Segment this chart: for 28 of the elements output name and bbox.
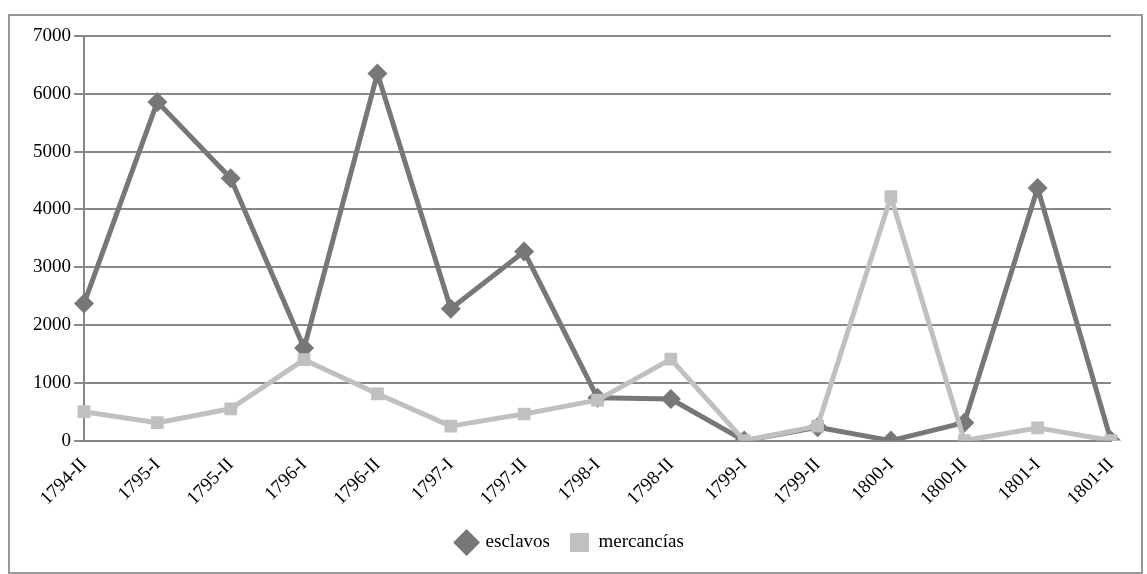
y-tick-label: 4000: [33, 197, 71, 219]
point: [74, 293, 94, 314]
y-tick-label: 6000: [33, 81, 71, 103]
point: [517, 407, 531, 421]
y-tick-label: 0: [61, 428, 71, 450]
y-tick-label: 7000: [33, 23, 71, 45]
point: [514, 241, 535, 262]
legend-label: esclavos: [485, 530, 550, 552]
y-tick-label: 3000: [33, 255, 71, 277]
point: [1027, 178, 1048, 199]
point: [371, 387, 384, 401]
point: [1031, 421, 1045, 435]
point: [297, 353, 311, 367]
point: [440, 298, 461, 319]
point: [660, 388, 681, 409]
y-tick-label: 1000: [33, 370, 71, 392]
y-tick-label: 2000: [33, 312, 71, 334]
point: [664, 352, 678, 366]
point: [150, 416, 164, 430]
point: [147, 91, 168, 112]
point: [220, 168, 241, 189]
legend-label: mercancías: [598, 530, 684, 552]
point: [884, 190, 898, 204]
point: [444, 419, 458, 433]
point: [367, 63, 388, 84]
point: [224, 402, 238, 416]
point: [77, 405, 91, 419]
y-tick-label: 5000: [33, 139, 71, 161]
